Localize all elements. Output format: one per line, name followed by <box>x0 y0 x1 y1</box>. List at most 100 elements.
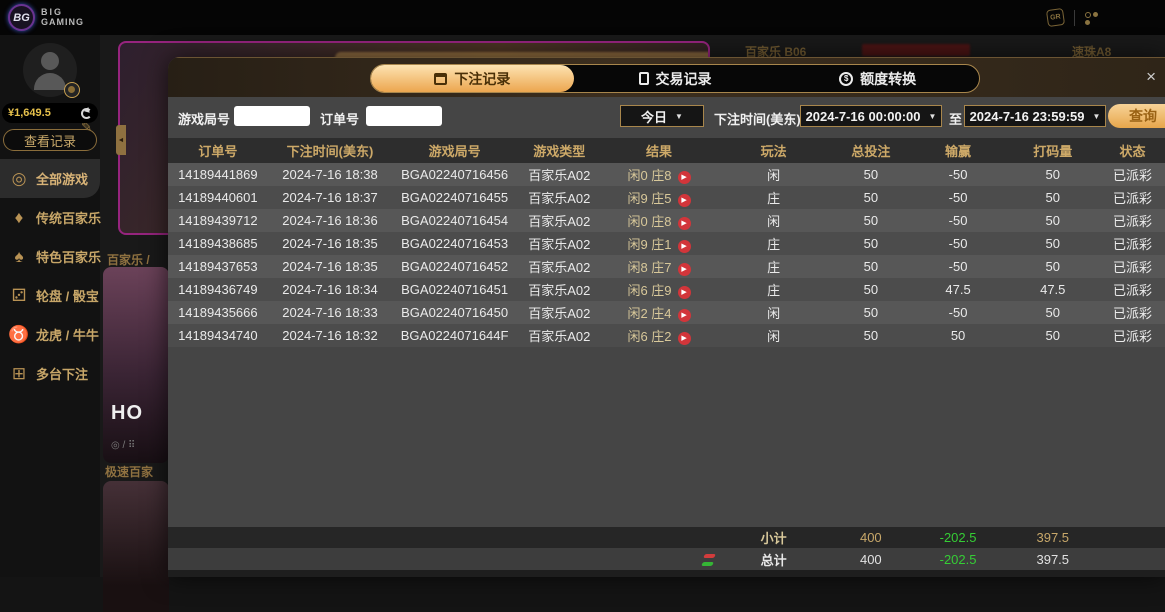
carousel-left-arrow-icon[interactable]: ◄ <box>116 125 126 155</box>
replay-icon[interactable]: ▶ <box>678 240 691 253</box>
game-cell: 百家乐A02 <box>517 278 602 301</box>
special-baccarat-icon: ♠ <box>8 247 30 267</box>
play-cell: 庄 <box>716 186 831 209</box>
coin-badge-icon <box>64 82 80 98</box>
balance-pill[interactable]: ¥1,649.5 <box>2 103 98 123</box>
dealer-game-card-2[interactable] <box>103 481 169 612</box>
result-cell: 闲0 庄8▶ <box>602 209 717 232</box>
time-from-select[interactable]: 2024-7-16 00:00:00 ▼ <box>800 105 942 127</box>
calendar-icon <box>434 73 447 85</box>
order-cell: 14189437653 <box>168 255 268 278</box>
total-turnover: 397.5 <box>1005 548 1100 570</box>
time-to-select[interactable]: 2024-7-16 23:59:59 ▼ <box>964 105 1106 127</box>
subtotal-row: 小计 400 -202.5 397.5 <box>168 527 1165 548</box>
bet-records-table: 订单号下注时间(美东)游戏局号游戏类型结果玩法总投注输赢打码量状态 141894… <box>168 138 1165 347</box>
replay-icon[interactable]: ▶ <box>678 194 691 207</box>
round-cell: BGA02240716456 <box>392 163 517 186</box>
column-header: 结果 <box>602 138 717 163</box>
round-cell: BGA02240716451 <box>392 278 517 301</box>
chevron-down-icon: ▼ <box>1093 112 1101 121</box>
order-cell: 14189434740 <box>168 324 268 347</box>
replay-icon[interactable]: ▶ <box>678 217 691 230</box>
chevron-down-icon: ▼ <box>675 112 683 121</box>
bet-time-label: 下注时间(美东) <box>714 109 801 128</box>
turnover-cell: 50 <box>1005 232 1100 255</box>
time-cell: 2024-7-16 18:34 <box>268 278 393 301</box>
winloss-cell: -50 <box>911 232 1006 255</box>
subtotal-turnover: 397.5 <box>1005 527 1100 548</box>
refresh-icon[interactable] <box>81 108 92 119</box>
bet-cell: 50 <box>831 209 911 232</box>
sidebar-item-1[interactable]: ♦传统百家乐 <box>0 198 100 237</box>
play-cell: 庄 <box>716 255 831 278</box>
tab-bet-records[interactable]: 下注记录 <box>371 65 574 92</box>
to-label: 至 <box>949 109 962 128</box>
bet-cell: 50 <box>831 163 911 186</box>
tab-quota-transfer[interactable]: $ 额度转换 <box>776 65 979 92</box>
play-cell: 闲 <box>716 163 831 186</box>
round-id-input[interactable] <box>234 106 310 126</box>
order-cell: 14189435666 <box>168 301 268 324</box>
sidebar: ✎ ¥1,649.5 查看记录 ◎全部游戏♦传统百家乐♠特色百家乐⚂轮盘 / 骰… <box>0 35 100 577</box>
order-cell: 14189436749 <box>168 278 268 301</box>
replay-icon[interactable]: ▶ <box>678 332 691 345</box>
view-records-button[interactable]: 查看记录 <box>3 129 97 151</box>
order-id-input[interactable] <box>366 106 442 126</box>
status-cell: 已派彩 <box>1100 324 1165 347</box>
search-button[interactable]: 查询 <box>1108 104 1165 128</box>
turnover-cell: 50 <box>1005 209 1100 232</box>
sidebar-item-2[interactable]: ♠ 特色百家乐 <box>0 237 100 276</box>
date-range-select[interactable]: 今日 ▼ <box>620 105 704 127</box>
result-cell: 闲8 庄7 ▶ <box>602 255 717 278</box>
order-cell: 14189438685 <box>168 232 268 255</box>
chevron-down-icon: ▼ <box>929 112 937 121</box>
close-icon[interactable]: × <box>1146 68 1156 85</box>
result-text: 闲8 庄7 <box>627 260 671 275</box>
replay-icon[interactable]: ▶ <box>678 171 691 184</box>
card-meta-icons: ◎ / ⠿ <box>111 440 135 451</box>
sidebar-item-0[interactable]: ◎全部游戏 <box>0 159 100 198</box>
apps-dots-icon[interactable] <box>1085 11 1099 25</box>
turnover-cell: 50 <box>1005 301 1100 324</box>
total-winloss: -202.5 <box>911 548 1006 570</box>
tab-label: 下注记录 <box>454 69 510 89</box>
status-cell: 已派彩 <box>1100 232 1165 255</box>
bet-cell: 50 <box>831 324 911 347</box>
avatar[interactable] <box>23 43 77 97</box>
replay-icon[interactable]: ▶ <box>678 263 691 276</box>
result-cell: 闲9 庄1▶ <box>602 232 717 255</box>
bet-cell: 50 <box>831 186 911 209</box>
time-cell: 2024-7-16 18:35 <box>268 232 393 255</box>
round-cell: BGA0224071644F <box>392 324 517 347</box>
brand-line2: GAMING <box>41 18 84 27</box>
bg-logo[interactable]: BG <box>8 4 35 31</box>
tab-label: 额度转换 <box>860 69 916 89</box>
total-label: 总计 <box>716 548 831 570</box>
turnover-cell: 50 <box>1005 255 1100 278</box>
sidebar-item-5[interactable]: ⊞多台下注 <box>0 354 100 393</box>
replay-icon[interactable]: ▶ <box>678 286 691 299</box>
result-cell: 闲9 庄5▶ <box>602 186 717 209</box>
dealer-game-card[interactable]: HO ◎ / ⠿ <box>103 267 169 463</box>
game-cell: 百家乐A02 <box>517 255 602 278</box>
order-cell: 14189441869 <box>168 163 268 186</box>
replay-icon[interactable]: ▶ <box>678 309 691 322</box>
sidebar-item-4[interactable]: ♉龙虎 / 牛牛 <box>0 315 100 354</box>
winloss-cell: -50 <box>911 163 1006 186</box>
gr-hand-icon[interactable]: GR <box>1046 8 1065 27</box>
status-cell: 已派彩 <box>1100 186 1165 209</box>
subtotal-bet: 400 <box>831 527 911 548</box>
order-id-label: 订单号 <box>320 109 359 128</box>
tab-transaction-records[interactable]: 交易记录 <box>574 65 777 92</box>
winloss-cell: -50 <box>911 186 1006 209</box>
hot-badge: HO <box>111 402 143 425</box>
sidebar-item-label: 特色百家乐 <box>36 247 101 266</box>
modal-tabs: 下注记录 交易记录 $ 额度转换 <box>370 64 980 93</box>
bet-records-modal: 下注记录 交易记录 $ 额度转换 × 游戏局号 订单号 今日 ▼ 下注时间(美东… <box>168 57 1165 577</box>
column-header: 状态 <box>1100 138 1165 163</box>
sidebar-item-3[interactable]: ⚂轮盘 / 骰宝 <box>0 276 100 315</box>
winloss-cell: -50 <box>911 301 1006 324</box>
